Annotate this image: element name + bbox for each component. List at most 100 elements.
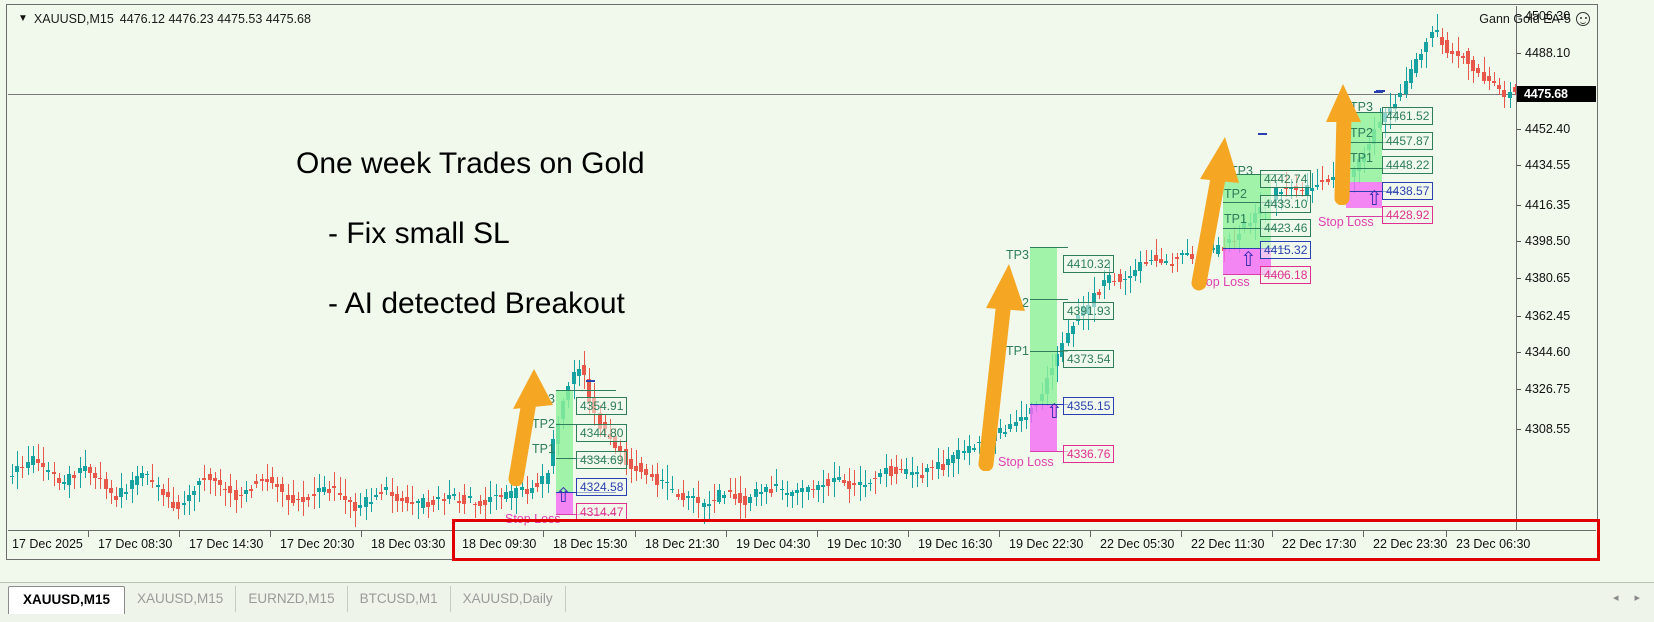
- tab-scrollers[interactable]: ◂ ▸: [1613, 591, 1640, 604]
- candle-wick: [792, 490, 793, 508]
- candle-wick: [298, 491, 299, 511]
- chart-tab-4[interactable]: XAUUSD,Daily: [451, 586, 566, 612]
- candle-body: [826, 478, 831, 486]
- candle-wick: [126, 483, 128, 501]
- trade-2-tp3-label: TP3: [1006, 248, 1029, 262]
- time-label: 19 Dec 04:30: [736, 537, 811, 551]
- candle-body: [270, 476, 274, 484]
- candle-wick: [672, 475, 674, 494]
- candle-body: [93, 473, 98, 479]
- trade-4-tp2-line: [1346, 142, 1398, 143]
- time-tick: [179, 531, 180, 537]
- candle-body: [618, 445, 623, 453]
- candle-wick: [802, 479, 804, 509]
- candle-body: [1393, 103, 1398, 110]
- chart-annotation: One week Trades on Gold - Fix small SL -…: [296, 111, 645, 357]
- collapse-triangle-icon[interactable]: ▼: [18, 13, 28, 24]
- trade-3-tp1-label: TP1: [1224, 212, 1247, 226]
- candle-body: [904, 469, 909, 474]
- candle-body: [545, 472, 550, 484]
- trade-3-tp3-price: 4442.74: [1260, 170, 1312, 188]
- candle-body: [779, 488, 784, 491]
- candle-body: [197, 480, 202, 486]
- candle-body: [1455, 51, 1460, 57]
- time-label: 17 Dec 08:30: [98, 537, 173, 551]
- time-tick: [1446, 531, 1447, 537]
- candle-body: [30, 456, 35, 466]
- price-label: 4434.55: [1525, 158, 1571, 172]
- symbol-period-label: XAUUSD,M15: [33, 12, 114, 26]
- candle-body: [613, 436, 618, 449]
- chart-tab-3[interactable]: BTCUSD,M1: [348, 586, 451, 612]
- candle-wick: [812, 479, 814, 499]
- candle-wick: [1114, 272, 1116, 287]
- candle-body: [722, 495, 727, 499]
- candle-body: [296, 498, 300, 501]
- annotation-line-3: - AI detected Breakout: [328, 287, 625, 320]
- candle-body: [1211, 248, 1216, 251]
- candle-body: [1102, 279, 1106, 287]
- trade-3-open-dash: [1258, 133, 1267, 135]
- candle-wick: [807, 484, 809, 500]
- candle-wick: [797, 483, 799, 506]
- candle-wick: [714, 484, 715, 513]
- scroll-right-icon[interactable]: ▸: [1634, 592, 1640, 604]
- candle-body: [1304, 184, 1309, 195]
- candle-wick: [38, 443, 39, 472]
- candle-wick: [875, 471, 877, 494]
- orange-arrow-1-icon: [508, 369, 553, 486]
- trade-2-tp3-line: [1030, 247, 1068, 248]
- trade-2-buy-arrow-icon: ⇧: [1046, 401, 1063, 423]
- time-scale[interactable]: 17 Dec 2025 17 Dec 08:30 17 Dec 14:30 17 De…: [8, 530, 1596, 558]
- candle-body: [176, 502, 181, 509]
- candle-body: [998, 428, 1002, 434]
- price-tick: [1517, 129, 1521, 130]
- candle-body: [1325, 178, 1330, 183]
- scroll-left-icon[interactable]: ◂: [1612, 592, 1619, 604]
- chart-tab-0[interactable]: XAUUSD,M15: [8, 586, 126, 614]
- candle-body: [1299, 189, 1304, 192]
- candle-wick: [771, 475, 773, 497]
- candle-body: [576, 369, 581, 377]
- candle-body: [249, 489, 254, 491]
- annotation-line-1: One week Trades on Gold: [296, 147, 645, 180]
- candle-body: [20, 466, 25, 469]
- candle-wick: [12, 464, 13, 484]
- chart-tab-2[interactable]: EURNZD,M15: [236, 586, 348, 612]
- candle-wick: [495, 484, 497, 510]
- candle-body: [436, 497, 441, 499]
- candle-body: [103, 478, 108, 490]
- candle-body: [831, 477, 836, 483]
- candle-wick: [448, 479, 450, 504]
- candle-body: [171, 502, 176, 508]
- candle-body: [1507, 92, 1512, 99]
- trade-1-stoploss-label: Stop Loss: [505, 512, 561, 526]
- candle-body: [1190, 253, 1195, 260]
- candle-wick: [209, 467, 211, 495]
- candle-body: [202, 477, 207, 480]
- candle-body: [1398, 92, 1403, 98]
- trade-4-stoploss-label: Stop Loss: [1318, 215, 1374, 229]
- time-tick: [1181, 531, 1182, 537]
- candle-body: [1408, 68, 1413, 83]
- candle-body: [228, 485, 233, 493]
- candle-wick: [313, 477, 315, 509]
- candle-body: [519, 487, 524, 491]
- candle-wick: [953, 451, 955, 477]
- candle-body: [493, 495, 498, 497]
- trade-1-tp1-price: 4334.69: [576, 451, 628, 469]
- chart-frame[interactable]: ▼ XAUUSD,M15 4476.12 4476.23 4475.53 447…: [6, 4, 1598, 560]
- trade-2-tp2-line: [1030, 299, 1068, 300]
- time-label: 17 Dec 14:30: [189, 537, 264, 551]
- price-scale[interactable]: 4506.304488.104470.254452.404434.554416.…: [1516, 6, 1596, 532]
- candle-body: [166, 492, 170, 498]
- candle-body: [337, 493, 342, 495]
- candle-body: [1133, 269, 1138, 276]
- chart-tab-1[interactable]: XAUUSD,M15: [125, 586, 237, 612]
- candle-body: [160, 489, 165, 496]
- time-label: 22 Dec 17:30: [1282, 537, 1357, 551]
- candle-wick: [688, 491, 689, 511]
- candle-body: [1414, 58, 1418, 74]
- trade-1-sl-price: 4314.47: [576, 503, 628, 521]
- plot-area[interactable]: One week Trades on Gold - Fix small SL -…: [8, 6, 1518, 532]
